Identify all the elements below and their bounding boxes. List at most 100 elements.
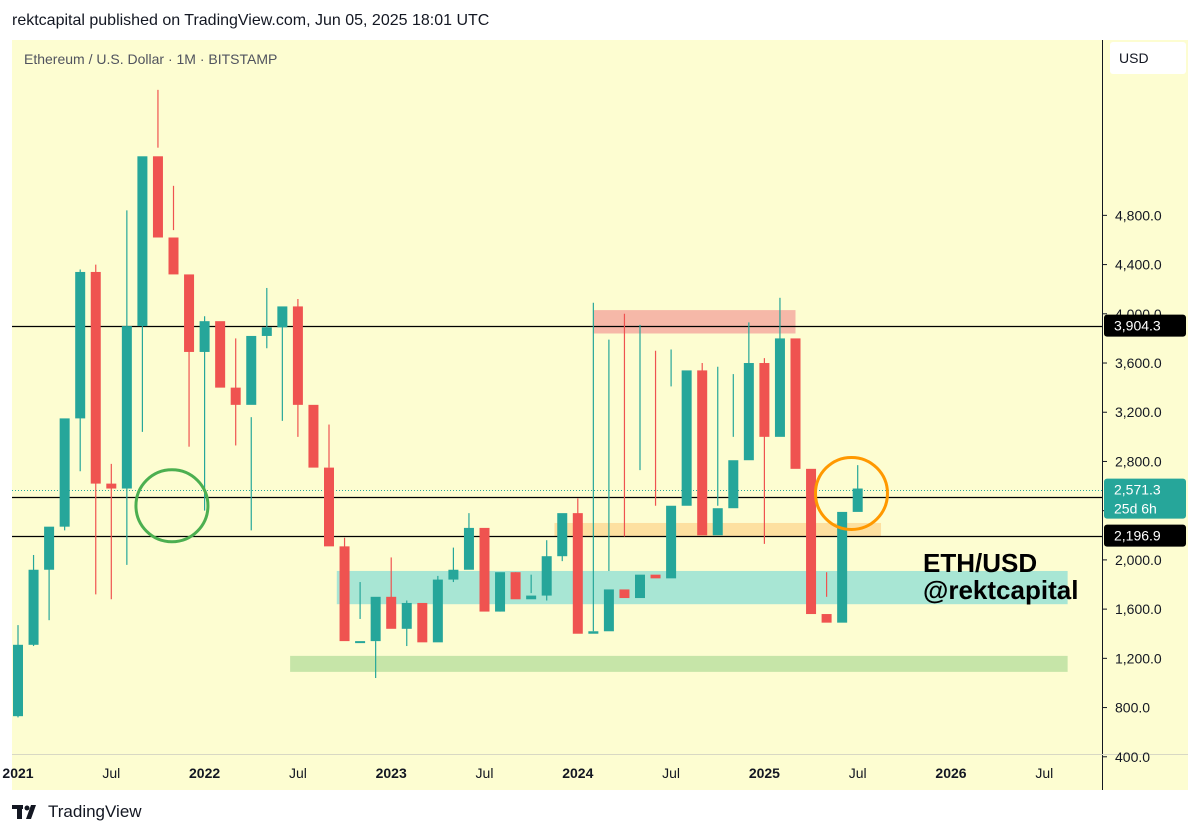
candle-body[interactable] xyxy=(806,468,817,615)
last-price-label: 2,571.3 xyxy=(1114,482,1161,498)
candle-body[interactable] xyxy=(386,596,397,629)
candle-body[interactable] xyxy=(635,574,645,599)
price-tick-label: 3,600.0 xyxy=(1115,355,1162,371)
time-tick-label: 2023 xyxy=(376,765,407,781)
level-badge-label: 3,904.3 xyxy=(1114,318,1161,334)
candle-body[interactable] xyxy=(728,460,739,509)
time-tick-label: 2022 xyxy=(189,765,220,781)
candle-body[interactable] xyxy=(837,511,848,623)
candle-body[interactable] xyxy=(184,274,195,352)
candle-body[interactable] xyxy=(75,271,86,419)
green-zone xyxy=(290,655,1068,672)
candle-body[interactable] xyxy=(13,644,23,717)
candle-body[interactable] xyxy=(90,271,101,484)
candle-body[interactable] xyxy=(168,237,179,275)
candle-body[interactable] xyxy=(588,631,599,634)
candle-body[interactable] xyxy=(59,418,70,527)
candle-body[interactable] xyxy=(774,338,785,437)
candle-body[interactable] xyxy=(261,327,272,336)
price-tick-label: 2,800.0 xyxy=(1115,453,1162,469)
time-tick-label: Jul xyxy=(849,765,867,781)
candle-body[interactable] xyxy=(541,556,552,596)
time-tick-label: 2021 xyxy=(2,765,33,781)
candle-body[interactable] xyxy=(308,404,319,468)
candle-body[interactable] xyxy=(137,156,148,327)
time-tick-label: 2025 xyxy=(749,765,780,781)
circles-layer xyxy=(134,455,889,544)
zones-layer xyxy=(290,310,1068,672)
candle-body[interactable] xyxy=(650,574,661,579)
candle-body[interactable] xyxy=(401,602,412,629)
tradingview-brand[interactable]: TradingView xyxy=(12,802,142,822)
time-axis[interactable]: 2021 Jul 2022 Jul 2023 Jul 2024 Jul 2025 Jul 2026 J… xyxy=(2,765,1053,781)
candle-body[interactable] xyxy=(603,589,614,632)
candle-body[interactable] xyxy=(277,306,288,328)
candle-body[interactable] xyxy=(432,579,443,643)
candle-body[interactable] xyxy=(355,641,366,644)
candles-layer[interactable] xyxy=(13,89,863,718)
time-tick-label: Jul xyxy=(102,765,120,781)
red-zone xyxy=(593,310,796,334)
candle-body[interactable] xyxy=(852,488,863,512)
candle-body[interactable] xyxy=(339,546,350,642)
candle-body[interactable] xyxy=(324,467,334,547)
candle-body[interactable] xyxy=(28,569,39,645)
candle-body[interactable] xyxy=(697,370,708,536)
price-tick-label: 2,000.0 xyxy=(1115,552,1162,568)
watermark-pair: ETH/USD xyxy=(923,548,1037,578)
candle-body[interactable] xyxy=(495,572,506,612)
time-tick-label: 2026 xyxy=(935,765,966,781)
candle-body[interactable] xyxy=(666,505,677,579)
candle-body[interactable] xyxy=(292,306,303,405)
price-axis-background xyxy=(1102,40,1188,790)
candle-body[interactable] xyxy=(681,370,692,506)
candle-body[interactable] xyxy=(526,595,537,600)
candle-body[interactable] xyxy=(790,338,801,469)
candle-body[interactable] xyxy=(619,589,630,599)
candle-body[interactable] xyxy=(510,572,521,600)
candle-body[interactable] xyxy=(152,156,163,238)
symbol-title: Ethereum / U.S. Dollar · 1M · BITSTAMP xyxy=(24,51,277,67)
price-tick-label: 4,800.0 xyxy=(1115,207,1162,223)
candle-body[interactable] xyxy=(230,387,241,405)
price-tick-label: 4,400.0 xyxy=(1115,257,1162,273)
candle-body[interactable] xyxy=(199,321,210,352)
price-tick-label: 1,200.0 xyxy=(1115,650,1162,666)
candle-body[interactable] xyxy=(479,527,490,612)
time-tick-label: Jul xyxy=(1035,765,1053,781)
level-badge-label: 2,196.9 xyxy=(1114,528,1161,544)
time-tick-label: Jul xyxy=(289,765,307,781)
candle-body[interactable] xyxy=(106,483,117,489)
publisher-line: rektcapital published on TradingView.com… xyxy=(12,12,490,29)
candle-body[interactable] xyxy=(743,363,754,461)
candle-body[interactable] xyxy=(572,513,583,634)
candle-body[interactable] xyxy=(463,527,474,570)
candle-body[interactable] xyxy=(121,326,132,489)
plot-background xyxy=(12,40,1102,790)
candle-body[interactable] xyxy=(246,335,257,405)
candle-body[interactable] xyxy=(370,596,381,642)
candle-body[interactable] xyxy=(759,363,770,437)
currency-box[interactable] xyxy=(1110,42,1186,74)
level-badge xyxy=(1104,524,1186,547)
candle-body[interactable] xyxy=(44,526,55,570)
candle-body[interactable] xyxy=(417,602,428,643)
green-highlight-circle xyxy=(134,468,210,544)
watermark-handle: @rektcapital xyxy=(923,575,1078,605)
last-price-badge xyxy=(1104,478,1186,519)
candle-body[interactable] xyxy=(448,569,459,580)
price-tick-label: 1,600.0 xyxy=(1115,601,1162,617)
tradingview-logo-icon xyxy=(12,805,36,819)
currency-label: USD xyxy=(1119,50,1149,66)
candle-body[interactable] xyxy=(712,508,723,536)
price-tick-label: 800.0 xyxy=(1115,700,1150,716)
candle-body[interactable] xyxy=(557,513,568,557)
candle-body[interactable] xyxy=(821,614,832,623)
brand-name: TradingView xyxy=(48,802,142,821)
price-tick-label: 400.0 xyxy=(1115,749,1150,765)
level-badge xyxy=(1104,314,1186,337)
candle-body[interactable] xyxy=(215,321,226,388)
orange-highlight-circle xyxy=(813,455,889,531)
